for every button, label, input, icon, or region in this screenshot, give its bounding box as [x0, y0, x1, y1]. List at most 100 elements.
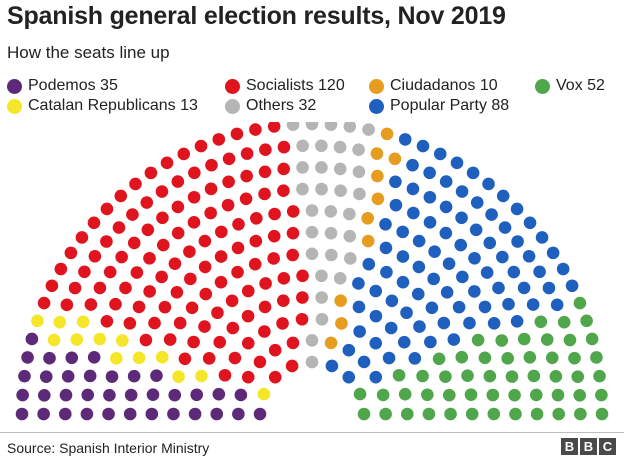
- seat-socialists: [130, 266, 144, 279]
- seat-ciudadanos: [361, 234, 375, 248]
- seat-popular-party: [439, 226, 453, 240]
- seat-socialists: [259, 277, 272, 290]
- seat-others: [305, 355, 319, 369]
- seat-socialists: [248, 257, 262, 271]
- seat-vox: [571, 370, 585, 383]
- seat-popular-party: [496, 189, 510, 203]
- seat-socialists: [144, 166, 158, 180]
- seat-vox: [534, 315, 548, 329]
- seat-others: [352, 143, 365, 157]
- seat-others: [305, 247, 319, 261]
- seat-others: [353, 187, 366, 201]
- legend-item-others: Others 32: [225, 96, 316, 116]
- seat-socialists: [177, 147, 191, 161]
- seat-others: [325, 248, 338, 262]
- source-note: Source: Spanish Interior Ministry: [7, 440, 210, 456]
- seat-podemos: [103, 388, 116, 402]
- seat-popular-party: [389, 175, 402, 189]
- seat-popular-party: [437, 316, 451, 330]
- seat-socialists: [258, 187, 271, 201]
- seat-popular-party: [400, 306, 413, 320]
- seat-socialists: [277, 294, 290, 307]
- seat-socialists: [115, 250, 128, 264]
- seat-popular-party: [406, 158, 419, 172]
- seat-vox: [530, 407, 544, 421]
- seat-others: [296, 161, 309, 174]
- seat-vox: [593, 369, 606, 383]
- seat-socialists: [277, 184, 290, 198]
- seat-vox: [465, 407, 479, 421]
- seat-popular-party: [482, 177, 495, 191]
- seat-socialists: [230, 127, 244, 141]
- seat-socialists: [241, 370, 255, 384]
- seat-socialists: [204, 182, 218, 196]
- legend-item-vox: Vox 52: [535, 76, 605, 96]
- seat-socialists: [213, 335, 227, 349]
- seat-ciudadanos: [361, 212, 374, 225]
- seat-catalan-republicans: [110, 352, 123, 365]
- seat-popular-party: [550, 298, 564, 312]
- seat-vox: [461, 369, 474, 382]
- seat-others: [362, 123, 375, 136]
- seat-vox: [464, 388, 478, 401]
- seat-socialists: [171, 226, 185, 240]
- seat-catalan-republicans: [93, 332, 107, 346]
- seat-socialists: [198, 320, 211, 333]
- seat-vox: [585, 332, 599, 346]
- seat-socialists: [78, 265, 91, 279]
- seat-popular-party: [398, 133, 412, 146]
- seat-popular-party: [455, 185, 469, 198]
- bbc-logo-letter-1: B: [564, 439, 575, 454]
- seat-socialists: [163, 333, 177, 346]
- seat-others: [344, 252, 357, 265]
- seat-popular-party: [440, 286, 454, 299]
- seat-popular-party: [485, 208, 498, 221]
- seat-popular-party: [492, 281, 505, 295]
- seat-socialists: [112, 221, 126, 234]
- seat-popular-party: [352, 277, 365, 290]
- seat-popular-party: [565, 279, 579, 293]
- seat-socialists: [268, 207, 281, 221]
- seat-vox: [392, 368, 406, 382]
- seat-catalan-republicans: [53, 315, 67, 329]
- seat-socialists: [100, 314, 114, 328]
- seat-podemos: [37, 407, 50, 421]
- seat-popular-party: [379, 217, 392, 231]
- seat-socialists: [185, 301, 199, 315]
- seat-popular-party: [369, 309, 383, 323]
- seat-vox: [590, 351, 603, 364]
- seat-popular-party: [389, 198, 403, 212]
- seat-socialists: [194, 139, 208, 153]
- seat-socialists: [103, 265, 117, 279]
- seat-socialists: [168, 257, 182, 270]
- seat-socialists: [286, 336, 300, 350]
- seat-others: [315, 291, 328, 304]
- seat-podemos: [87, 350, 101, 364]
- seat-catalan-republicans: [132, 351, 146, 365]
- seat-popular-party: [413, 320, 426, 333]
- seat-socialists: [155, 270, 168, 284]
- seat-popular-party: [447, 333, 461, 346]
- seat-vox: [421, 388, 434, 402]
- seat-socialists: [253, 355, 267, 369]
- seat-ciudadanos: [334, 294, 348, 307]
- seat-popular-party: [379, 241, 393, 255]
- seat-catalan-republicans: [195, 369, 208, 383]
- seat-socialists: [178, 352, 192, 366]
- seat-catalan-republicans: [76, 315, 90, 329]
- legend-label-socialists: Socialists 120: [246, 77, 345, 94]
- seat-vox: [376, 388, 390, 402]
- seat-socialists: [183, 245, 196, 258]
- seat-socialists: [143, 285, 156, 298]
- seat-popular-party: [542, 281, 556, 295]
- seat-socialists: [187, 190, 201, 204]
- seat-socialists: [84, 298, 98, 311]
- seat-socialists: [173, 316, 187, 330]
- seat-socialists: [231, 241, 245, 255]
- seat-vox: [595, 407, 609, 421]
- seat-podemos: [105, 370, 119, 383]
- seat-others: [315, 312, 329, 326]
- legend-swatch-catalan-republicans: [7, 98, 22, 114]
- seat-vox: [439, 370, 452, 383]
- seat-podemos: [83, 369, 97, 383]
